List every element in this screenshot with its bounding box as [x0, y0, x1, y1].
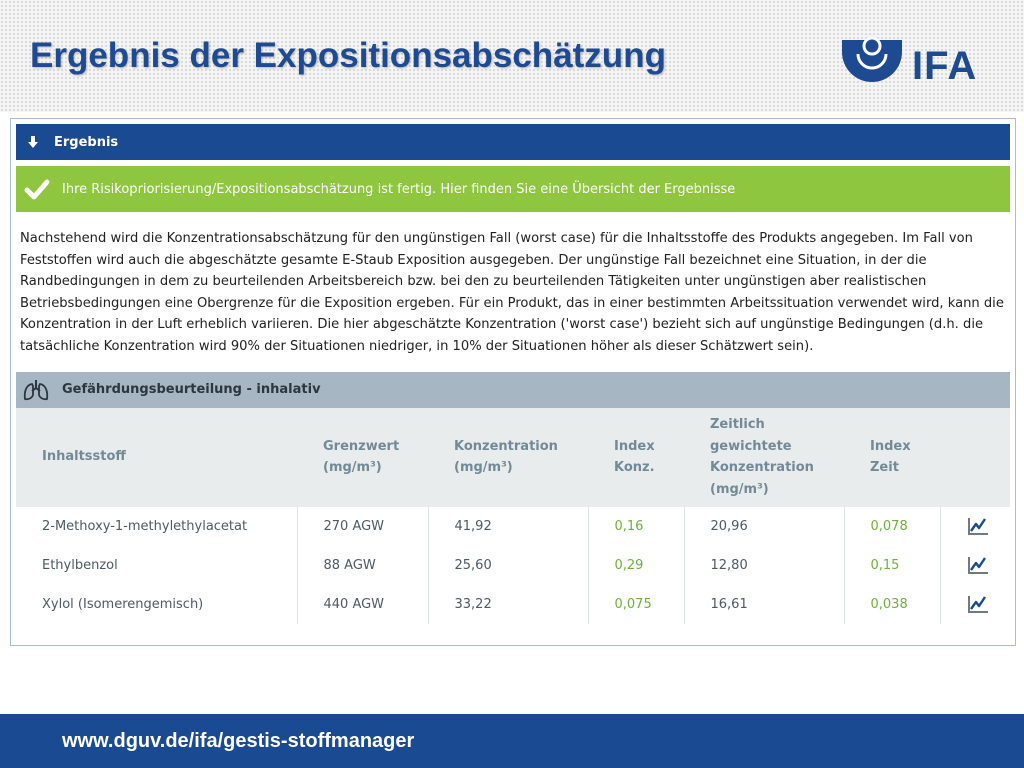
checkmark-icon	[24, 179, 50, 200]
cell-chart[interactable]	[940, 546, 1010, 585]
cell-substance: 2-Methoxy-1-methylethylacetat	[16, 506, 298, 546]
ifa-logo-icon	[842, 36, 902, 82]
table-header-row: Inhaltsstoff Grenzwert (mg/m³) Konzentrat…	[16, 407, 1010, 507]
header-index-time: Index Zeit	[844, 407, 940, 507]
cell-index-conc: 0,075	[588, 584, 685, 624]
logo-text: IFA	[912, 44, 978, 88]
cell-chart[interactable]	[940, 585, 1010, 624]
lungs-icon	[23, 379, 49, 400]
header-twa: Zeitlich gewichtete Konzentration (mg/m³)	[684, 407, 844, 507]
header-concentration: Konzentration (mg/m³)	[428, 407, 588, 507]
cell-concentration: 33,22	[428, 584, 589, 624]
success-banner: Ihre Risikopriorisierung/Expositionsabsc…	[16, 166, 1010, 212]
cell-concentration: 41,92	[428, 506, 589, 546]
slide-footer: www.dguv.de/ifa/gestis-stoffmanager	[0, 714, 1024, 768]
line-chart-icon[interactable]	[967, 555, 989, 575]
header-substance: Inhaltsstoff	[16, 407, 297, 507]
result-description: Nachstehend wird die Konzentrationsabsch…	[20, 231, 1004, 354]
subsection-title: Gefährdungsbeurteilung - inhalativ	[62, 382, 321, 398]
header-index-conc: Index Konz.	[588, 407, 684, 507]
table-row: 2-Methoxy-1-methylethylacetat 270 AGW 41…	[16, 506, 1010, 546]
cell-index-time: 0,038	[844, 584, 941, 624]
cell-concentration: 25,60	[428, 545, 589, 585]
cell-twa: 12,80	[684, 545, 845, 585]
table-row: Ethylbenzol 88 AGW 25,60 0,29 12,80 0,15	[16, 545, 1010, 585]
cell-substance: Ethylbenzol	[16, 545, 298, 585]
slide-title: Ergebnis der Expositionsabschätzung	[30, 36, 666, 75]
table-row: Xylol (Isomerengemisch) 440 AGW 33,22 0,…	[16, 584, 1010, 624]
line-chart-icon[interactable]	[967, 594, 989, 614]
cell-index-conc: 0,16	[588, 506, 685, 546]
cell-twa: 16,61	[684, 584, 845, 624]
line-chart-icon[interactable]	[967, 516, 989, 536]
header-limit: Grenzwert (mg/m³)	[297, 407, 428, 507]
success-message: Ihre Risikopriorisierung/Expositionsabsc…	[62, 181, 736, 197]
cell-twa: 20,96	[684, 506, 845, 546]
arrow-down-icon	[28, 136, 38, 148]
app-screenshot: Ergebnis Ihre Risikopriorisierung/Exposi…	[10, 118, 1016, 646]
cell-substance: Xylol (Isomerengemisch)	[16, 584, 298, 624]
section-title: Ergebnis	[54, 134, 119, 150]
inhalative-section-header[interactable]: Gefährdungsbeurteilung - inhalativ	[16, 371, 1010, 408]
cell-index-conc: 0,29	[588, 545, 685, 585]
cell-limit: 270 AGW	[297, 506, 429, 546]
cell-index-time: 0,15	[844, 545, 941, 585]
result-section-header[interactable]: Ergebnis	[16, 124, 1010, 160]
cell-limit: 440 AGW	[297, 584, 429, 624]
cell-limit: 88 AGW	[297, 545, 429, 585]
header-chart	[940, 407, 1010, 507]
cell-chart[interactable]	[940, 507, 1010, 546]
exposure-results-table: Inhaltsstoff Grenzwert (mg/m³) Konzentrat…	[16, 407, 1010, 624]
cell-index-time: 0,078	[844, 506, 941, 546]
footer-url: www.dguv.de/ifa/gestis-stoffmanager	[62, 730, 415, 752]
